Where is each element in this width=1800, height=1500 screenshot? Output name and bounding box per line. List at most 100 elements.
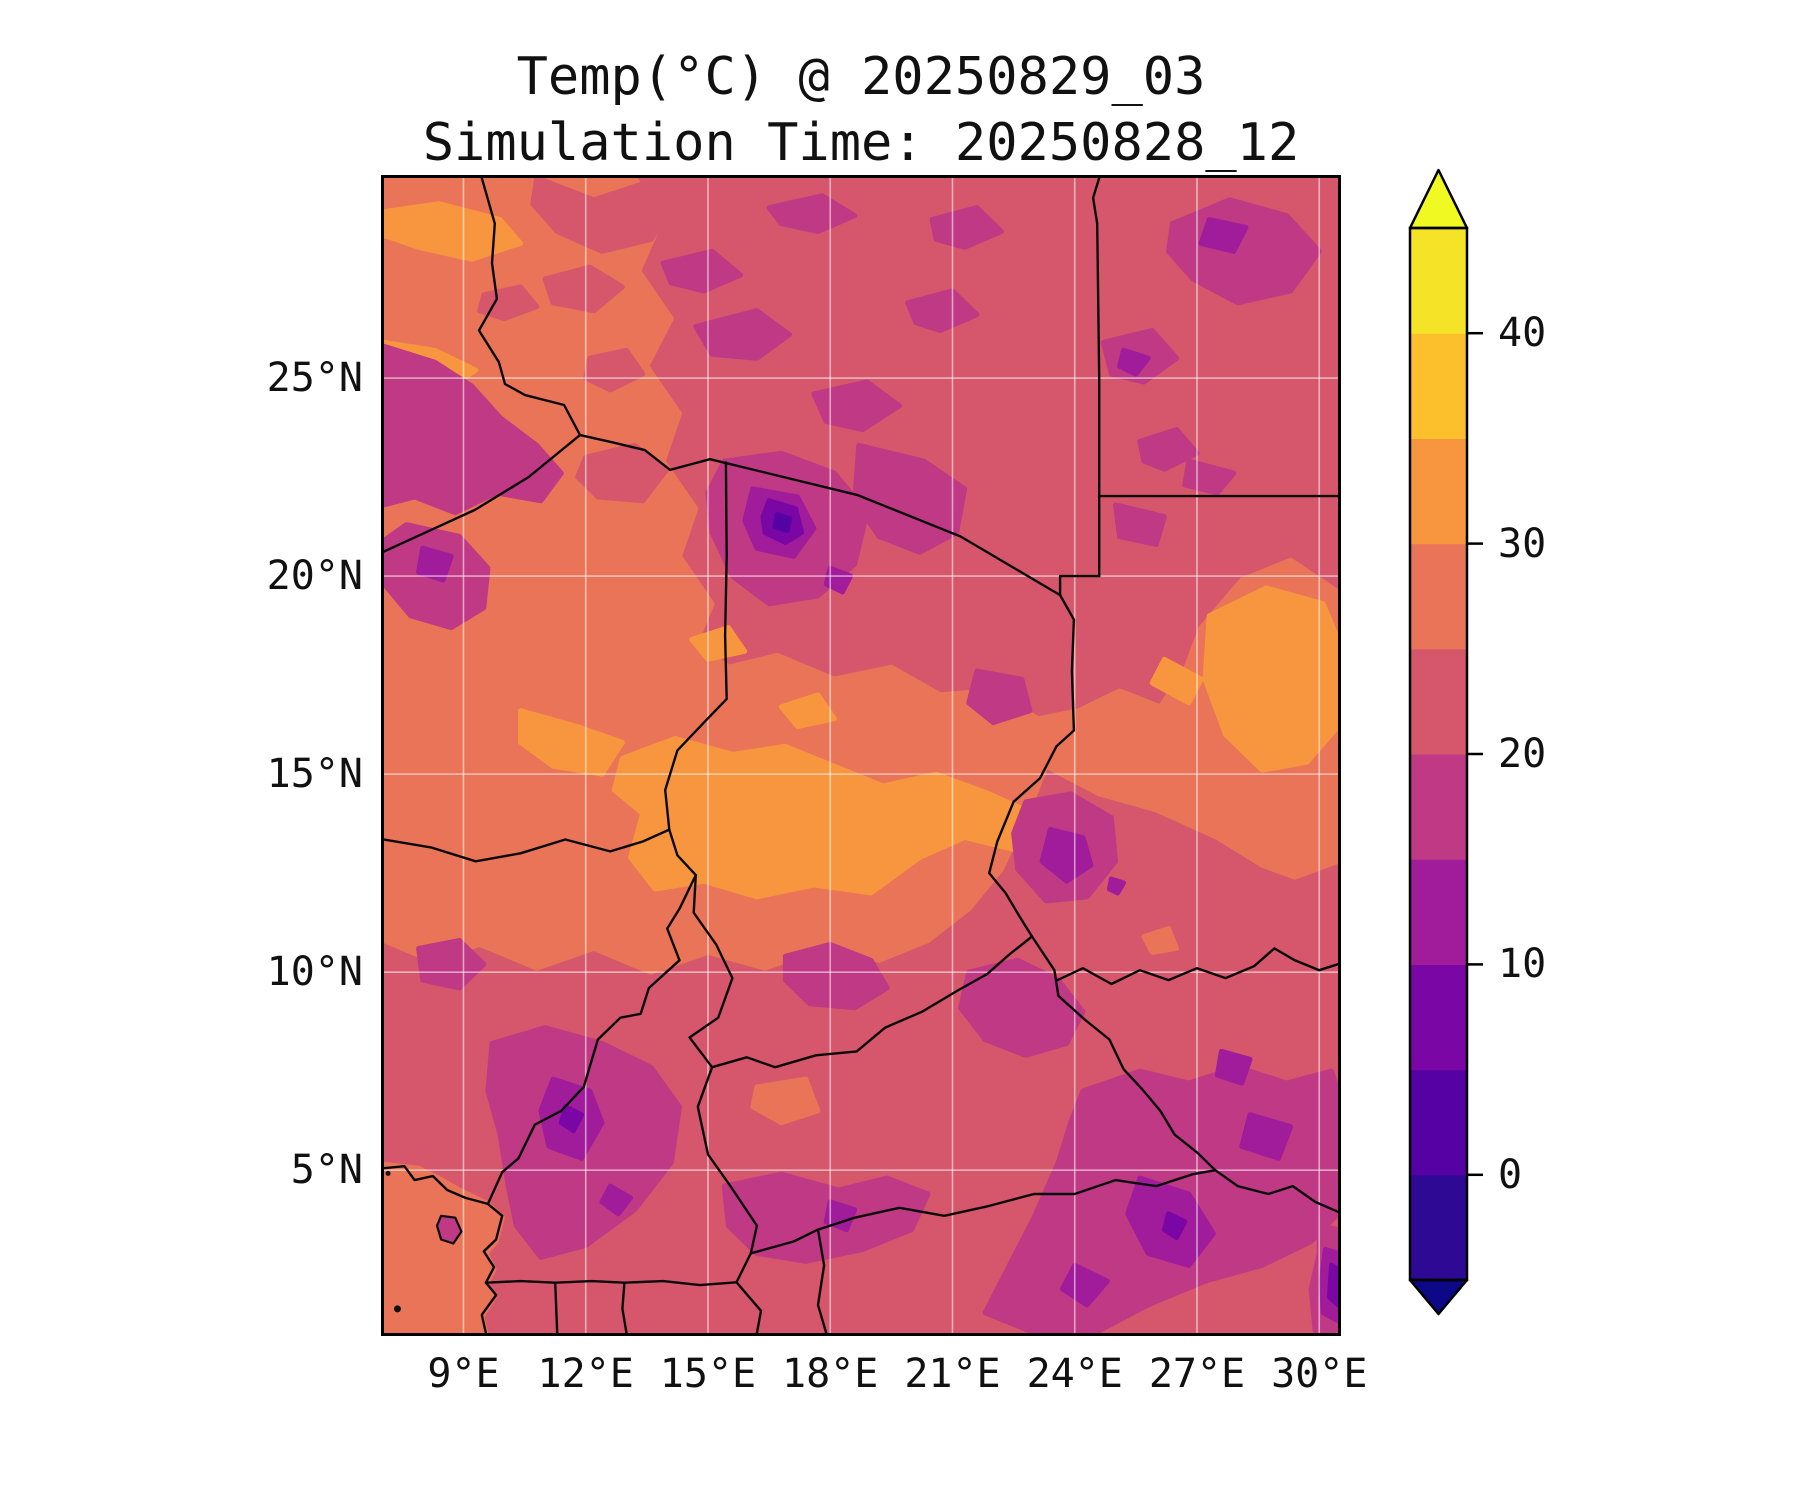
temp-region-10-15 — [1214, 1048, 1253, 1086]
principe-dot-icon — [393, 1305, 401, 1313]
x-tick-label: 9°E — [427, 1351, 500, 1397]
temp-region-15-20 — [905, 288, 980, 333]
x-tick-label: 18°E — [782, 1351, 879, 1397]
x-tick-label: 24°E — [1026, 1351, 1123, 1397]
x-tick-label: 12°E — [537, 1351, 634, 1397]
x-tick-label: 21°E — [904, 1351, 1001, 1397]
x-tick-label: 15°E — [659, 1351, 757, 1397]
temp-region-30-35 — [778, 692, 837, 730]
colorbar — [1408, 168, 1483, 1316]
y-tick-label: 15°N — [266, 751, 363, 798]
country-border — [988, 593, 1076, 938]
colorbar-band — [1410, 543, 1467, 650]
colorbar-tick-label: 0 — [1498, 1151, 1523, 1198]
colorbar-band — [1410, 333, 1467, 439]
temp-region-25-30 — [1141, 926, 1180, 955]
country-border — [816, 1228, 828, 1333]
temp-region-15-20 — [852, 442, 968, 555]
temp-region-15-20 — [966, 668, 1033, 726]
temp-region-15-20 — [660, 248, 744, 294]
y-tick-label: 10°N — [266, 949, 363, 996]
temp-region-20-25 — [542, 264, 625, 314]
temp-region-15-20 — [958, 957, 1086, 1058]
colorbar-tick-label: 40 — [1498, 310, 1547, 357]
temp-region-30-35 — [611, 736, 1037, 900]
colorbar-over-arrow — [1408, 168, 1469, 230]
y-tick-label: 5°N — [290, 1147, 363, 1194]
country-border — [486, 873, 697, 1206]
temp-region-10-15 — [416, 545, 454, 583]
temp-region-5-10 — [558, 1104, 585, 1134]
temp-region-30-35 — [1202, 585, 1338, 773]
temp-region-25-30 — [750, 1076, 821, 1126]
temp-region-15-20 — [929, 205, 1004, 250]
colorbar-band — [1410, 228, 1467, 334]
country-border — [1056, 947, 1338, 986]
temp-region-5-10 — [1161, 1211, 1188, 1240]
colorbar-tick-label: 20 — [1498, 731, 1547, 777]
temperature-field-svg — [384, 178, 1338, 1333]
temp-region-10-15 — [1060, 1262, 1110, 1308]
country-border — [553, 1281, 559, 1333]
temp-region-30-35 — [689, 625, 748, 662]
country-border — [1214, 1169, 1338, 1214]
country-border — [384, 433, 582, 553]
temp-region-15-20 — [416, 938, 487, 991]
temp-region-10-15 — [599, 1183, 633, 1217]
temp-region-10-15 — [823, 1199, 858, 1233]
temp-region-20-25 — [575, 442, 670, 504]
temp-region-10-15 — [1106, 876, 1127, 896]
x-tick-label: 27°E — [1148, 1351, 1246, 1397]
temp-region-15-20 — [384, 343, 564, 516]
map-plot-area — [381, 175, 1341, 1336]
temp-region-10-15 — [1117, 347, 1151, 377]
x-tick-label: 30°E — [1271, 1351, 1368, 1397]
temp-region-15-20 — [766, 193, 858, 234]
colorbar-band — [1410, 648, 1467, 755]
country-border — [664, 461, 734, 1069]
temp-region-15-20 — [1137, 427, 1200, 472]
temp-region-15-20 — [1113, 502, 1167, 547]
temp-region-5-10 — [1326, 1262, 1338, 1308]
country-border — [735, 1281, 763, 1333]
figure-title-block: Temp(°C) @ 20250829_03 Simulation Time: … — [384, 44, 1338, 176]
y-tick-label: 20°N — [266, 553, 363, 600]
country-border — [1058, 574, 1101, 597]
colorbar-under-arrow — [1408, 1278, 1469, 1316]
colorbar-band — [1410, 1174, 1467, 1281]
temp-region-15-20 — [782, 941, 890, 1011]
country-border — [384, 828, 671, 863]
temp-region-0-5 — [772, 512, 792, 533]
country-border — [1030, 935, 1217, 1172]
colorbar-band — [1410, 1069, 1467, 1176]
temp-region-30-35 — [1149, 656, 1204, 706]
temp-region-20-25 — [530, 178, 678, 254]
figure-title: Temp(°C) @ 20250829_03 — [516, 47, 1206, 107]
colorbar-band — [1410, 754, 1467, 860]
coastal-islet-dot-icon — [385, 1170, 391, 1176]
colorbar-band — [1410, 859, 1467, 965]
temp-region-15-20 — [693, 308, 792, 361]
country-border — [484, 1279, 738, 1287]
bioko-island — [435, 1214, 463, 1245]
country-border — [710, 935, 1034, 1069]
temp-region-30-35 — [384, 201, 523, 262]
colorbar-band — [1410, 438, 1467, 545]
temp-region-10-15 — [1198, 217, 1249, 254]
y-tick-label: 25°N — [266, 355, 363, 402]
country-border — [384, 1165, 504, 1333]
country-border — [1091, 178, 1101, 578]
colorbar-tick-label: 30 — [1498, 520, 1547, 567]
country-border — [578, 433, 1062, 597]
temp-region-15-20 — [811, 379, 902, 432]
country-border — [621, 1281, 628, 1333]
temp-region-20-25 — [477, 284, 540, 322]
temp-region-10-15 — [1239, 1112, 1294, 1161]
temp-region-10-15 — [823, 565, 854, 595]
temp-region-10-15 — [1039, 827, 1094, 884]
figure-subtitle: Simulation Time: 20250828_12 — [422, 113, 1300, 173]
country-border — [477, 178, 582, 437]
colorbar-tick-label: 10 — [1498, 941, 1547, 988]
colorbar-band — [1410, 964, 1467, 1071]
